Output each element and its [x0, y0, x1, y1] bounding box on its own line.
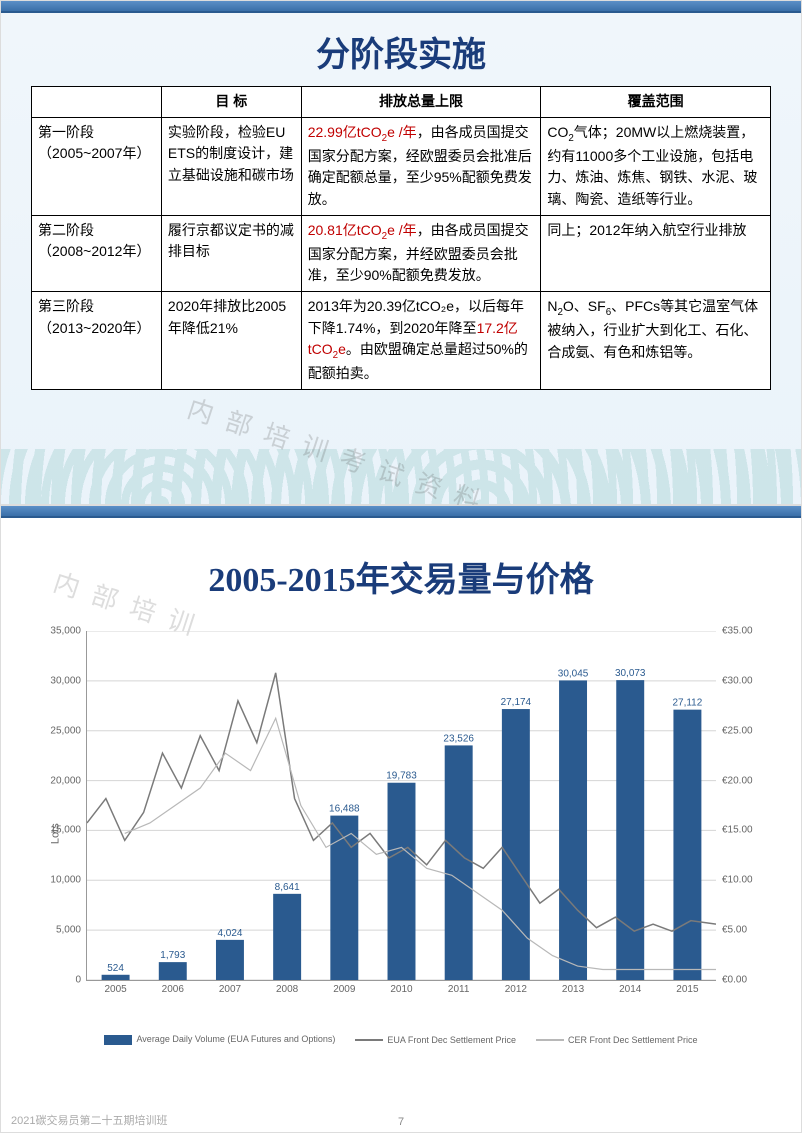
- volume-price-chart: Lots 5241,7934,0248,64116,48819,78323,52…: [31, 621, 771, 1051]
- cell-goal: 2020年排放比2005年降低21%: [161, 292, 301, 390]
- wave-decoration: [1, 449, 801, 504]
- svg-text:30,045: 30,045: [558, 668, 589, 679]
- cell-phase: 第一阶段（2005~2007年）: [32, 117, 162, 215]
- svg-text:23,526: 23,526: [443, 733, 474, 744]
- cell-cap: 22.99亿tCO2e /年，由各成员国提交国家分配方案，经欧盟委员会批准后确定…: [301, 117, 541, 215]
- footer-text: 2021碳交易员第二十五期培训班: [11, 1112, 167, 1128]
- table-row: 第二阶段（2008~2012年）履行京都议定书的减排目标20.81亿tCO2e …: [32, 215, 771, 291]
- chart-legend: Average Daily Volume (EUA Futures and Op…: [31, 1034, 771, 1045]
- svg-text:4,024: 4,024: [217, 928, 242, 939]
- th-cov: 覆盖范围: [541, 87, 771, 118]
- cell-cov: N2O、SF6、PFCs等其它温室气体被纳入，行业扩大到化工、石化、合成氨、有色…: [541, 292, 771, 390]
- page-number: 7: [398, 1116, 404, 1128]
- cell-goal: 履行京都议定书的减排目标: [161, 215, 301, 291]
- plot-area: 524 1,793 4,024 8,641 16,488 19,783 23,526 27,1…: [86, 631, 716, 981]
- top-bar-2: [1, 506, 801, 518]
- svg-text:16,488: 16,488: [329, 804, 360, 815]
- slide-2: 内部培训 2005-2015年交易量与价格 Lots 5241,7934,024…: [0, 505, 802, 1133]
- cell-goal: 实验阶段，检验EU ETS的制度设计，建立基础设施和碳市场: [161, 117, 301, 215]
- legend-item: CER Front Dec Settlement Price: [536, 1035, 698, 1045]
- svg-text:19,783: 19,783: [386, 771, 417, 782]
- svg-text:30,073: 30,073: [615, 668, 646, 679]
- svg-text:27,112: 27,112: [673, 698, 703, 709]
- cell-cap: 2013年为20.39亿tCO₂e，以后每年下降1.74%，到2020年降至17…: [301, 292, 541, 390]
- svg-text:8,641: 8,641: [275, 882, 300, 893]
- slide1-title: 分阶段实施: [1, 13, 801, 86]
- top-bar: [1, 1, 801, 13]
- footer: 2021碳交易员第二十五期培训班 7: [1, 1116, 801, 1128]
- th-blank: [32, 87, 162, 118]
- cell-cov: CO2气体；20MW以上燃烧装置，约有11000多个工业设施，包括电力、炼油、炼…: [541, 117, 771, 215]
- cell-phase: 第二阶段（2008~2012年）: [32, 215, 162, 291]
- phases-table: 目 标 排放总量上限 覆盖范围 第一阶段（2005~2007年）实验阶段，检验E…: [31, 86, 771, 390]
- cell-cov: 同上；2012年纳入航空行业排放: [541, 215, 771, 291]
- slide-1: 分阶段实施 目 标 排放总量上限 覆盖范围 第一阶段（2005~2007年）实验…: [0, 0, 802, 505]
- table-row: 第三阶段（2013~2020年）2020年排放比2005年降低21%2013年为…: [32, 292, 771, 390]
- svg-text:524: 524: [107, 963, 124, 974]
- cell-phase: 第三阶段（2013~2020年）: [32, 292, 162, 390]
- legend-item: Average Daily Volume (EUA Futures and Op…: [104, 1034, 335, 1045]
- cell-cap: 20.81亿tCO2e /年，由各成员国提交国家分配方案，并经欧盟委员会批准，至…: [301, 215, 541, 291]
- slide2-title: 2005-2015年交易量与价格: [1, 518, 801, 611]
- legend-item: EUA Front Dec Settlement Price: [355, 1035, 516, 1045]
- table-row: 第一阶段（2005~2007年）实验阶段，检验EU ETS的制度设计，建立基础设…: [32, 117, 771, 215]
- svg-text:1,793: 1,793: [160, 950, 185, 961]
- svg-text:27,174: 27,174: [501, 697, 532, 708]
- th-goal: 目 标: [161, 87, 301, 118]
- th-cap: 排放总量上限: [301, 87, 541, 118]
